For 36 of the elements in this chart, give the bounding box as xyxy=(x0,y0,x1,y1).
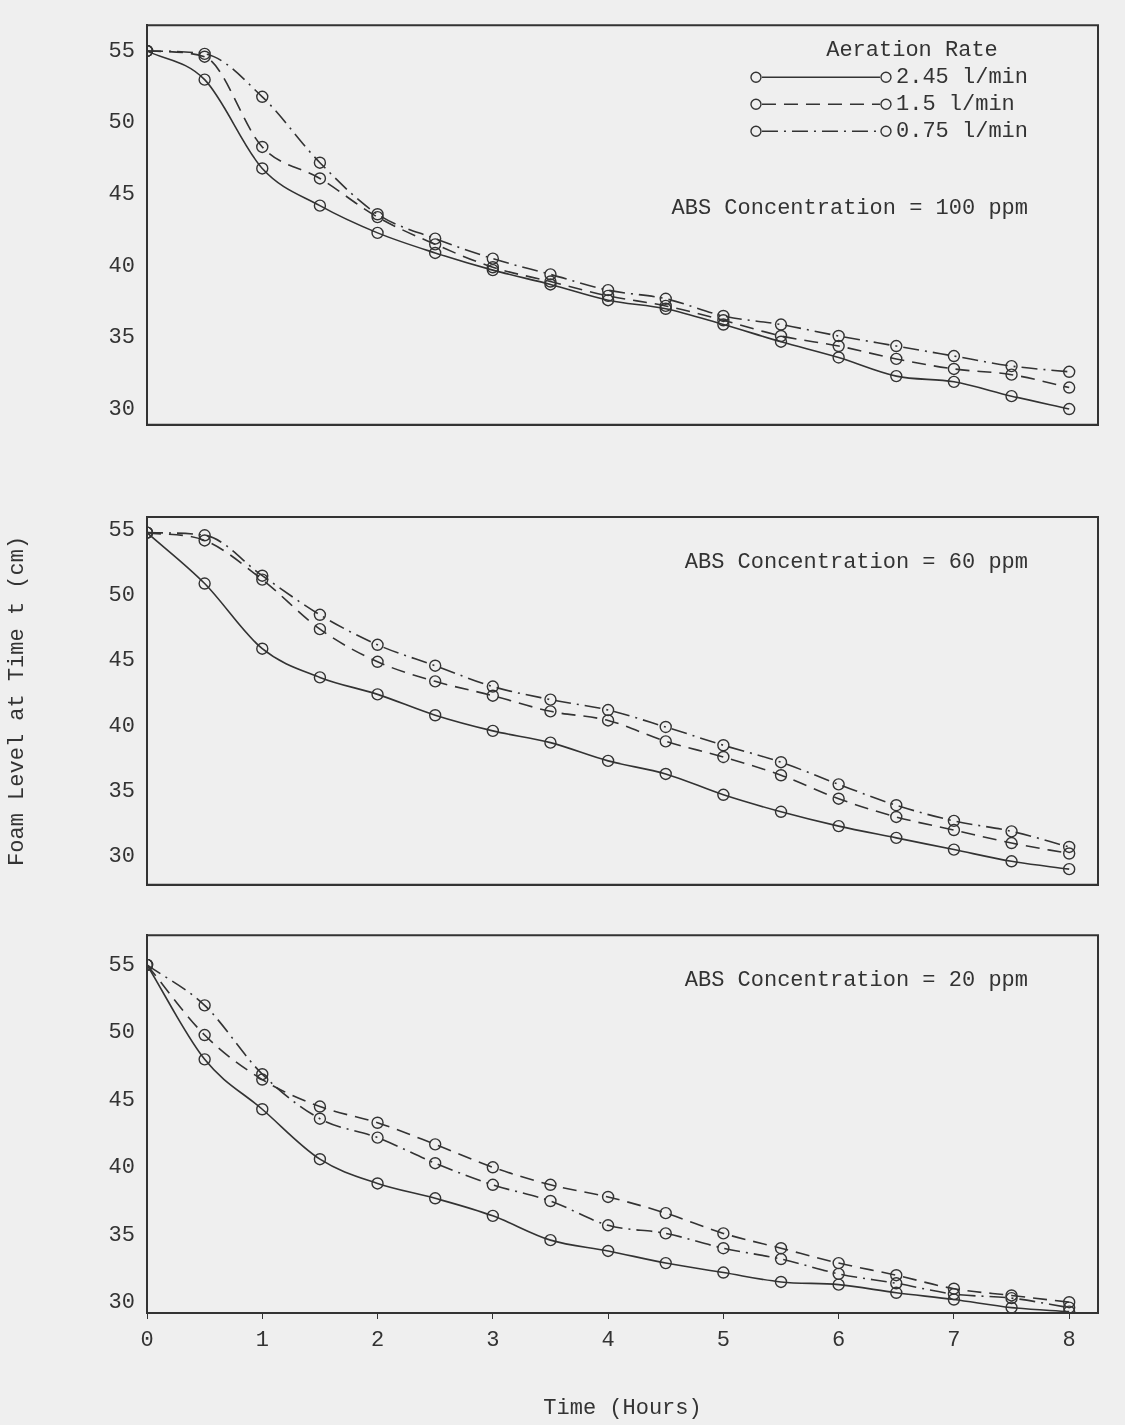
y-tick-label: 45 xyxy=(108,1087,135,1113)
x-tick-label: 2 xyxy=(370,1328,385,1354)
y-tick-label: 55 xyxy=(108,38,135,64)
x-tick-label: 3 xyxy=(486,1328,500,1354)
y-axis-title: Foam Level at Time t (cm) xyxy=(5,535,31,866)
y-tick-label: 35 xyxy=(108,1222,135,1248)
y-tick-label: 50 xyxy=(108,583,135,609)
y-tick-label: 55 xyxy=(108,952,135,978)
annotation: ABS Concentration = 100 ppm xyxy=(671,196,1028,222)
y-tick-label: 55 xyxy=(108,517,135,543)
x-tick-label: 8 xyxy=(1062,1328,1076,1354)
legend-label: 0.75 l/min xyxy=(895,119,1029,145)
annotation: ABS Concentration = 60 ppm xyxy=(684,549,1028,575)
y-tick-label: 50 xyxy=(108,110,135,136)
y-tick-label: 40 xyxy=(108,253,135,279)
y-tick-label: 35 xyxy=(108,325,135,351)
legend-title: Aeration Rate xyxy=(826,38,998,64)
annotation: ABS Concentration = 20 ppm xyxy=(684,968,1028,994)
x-tick-label: 1 xyxy=(255,1328,269,1354)
x-tick-label: 4 xyxy=(601,1328,615,1354)
y-tick-label: 45 xyxy=(108,182,135,208)
y-tick-label: 45 xyxy=(108,648,135,674)
x-tick-label: 6 xyxy=(832,1328,846,1354)
y-tick-label: 30 xyxy=(108,396,135,422)
y-tick-label: 40 xyxy=(108,1155,135,1181)
x-axis-title: Time (Hours) xyxy=(543,1395,702,1421)
legend-label: 2.45 l/min xyxy=(895,65,1029,91)
y-tick-label: 30 xyxy=(108,1290,135,1316)
y-tick-label: 30 xyxy=(108,843,135,869)
legend-label: 1.5 l/min xyxy=(895,92,1015,118)
x-tick-label: 0 xyxy=(140,1328,154,1354)
y-tick-label: 40 xyxy=(108,713,135,739)
x-tick-label: 5 xyxy=(716,1328,730,1354)
x-tick-label: 7 xyxy=(947,1328,961,1354)
y-tick-label: 50 xyxy=(108,1020,135,1046)
y-tick-label: 35 xyxy=(108,778,135,804)
